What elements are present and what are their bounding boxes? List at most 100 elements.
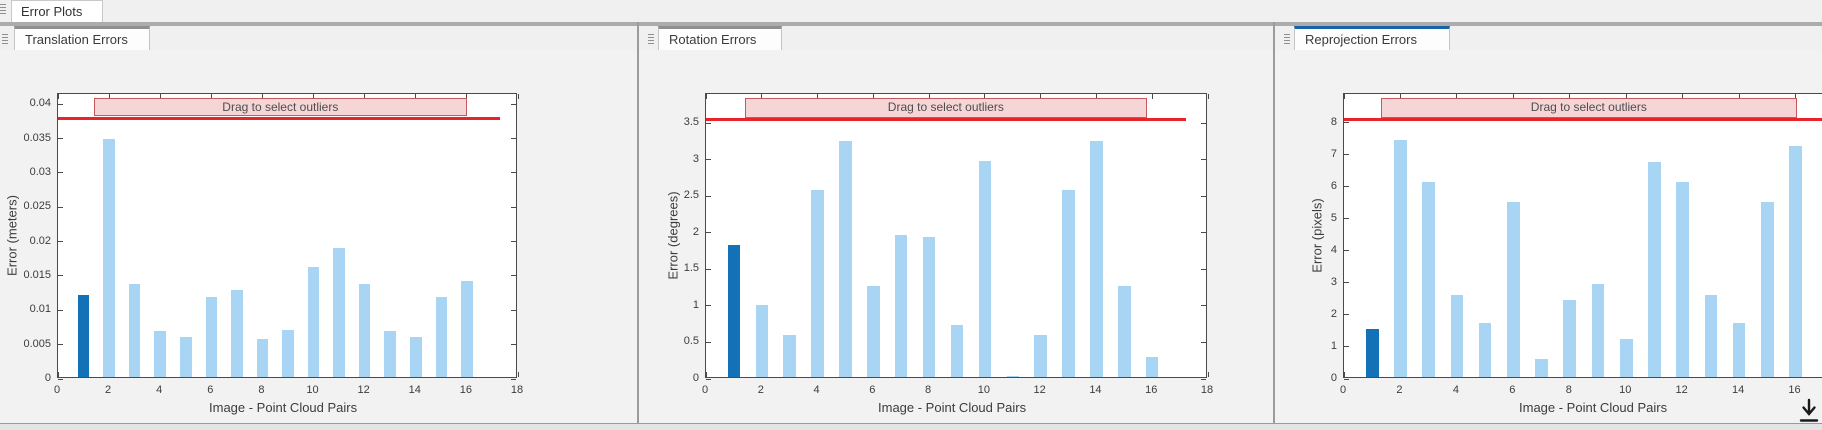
y-tick-mark [706, 122, 711, 124]
x-tick-label: 14 [408, 384, 421, 396]
bar [1090, 140, 1103, 377]
bar [1506, 202, 1520, 377]
bar [435, 296, 448, 377]
x-tick-mark [415, 94, 417, 99]
y-tick-mark [58, 103, 63, 105]
panel-divider[interactable] [1273, 22, 1275, 425]
x-tick-mark [984, 94, 986, 99]
dock-down-arrow-icon[interactable] [1797, 398, 1821, 424]
y-tick-mark [1344, 282, 1349, 284]
bar [1450, 295, 1464, 377]
bar [128, 284, 141, 377]
tab-translation-errors[interactable]: Translation Errors [14, 26, 150, 50]
grip-lines-icon[interactable] [0, 4, 6, 15]
tab-rotation-errors[interactable]: Rotation Errors [658, 26, 782, 50]
y-tick-mark [1344, 378, 1349, 380]
plot-area[interactable]: Drag to select outliers [1343, 93, 1822, 380]
bar [1145, 357, 1159, 377]
outlier-threshold-line[interactable] [58, 116, 501, 120]
bar [839, 140, 852, 377]
y-tick-mark [511, 103, 516, 105]
tab-error-plots[interactable]: Error Plots [11, 0, 103, 22]
bar [384, 331, 396, 377]
x-tick-mark [761, 94, 763, 99]
outlier-threshold-line[interactable] [1344, 118, 1822, 122]
bar [307, 267, 320, 377]
x-tick-mark [364, 94, 366, 99]
x-tick-mark [1682, 94, 1684, 99]
y-tick-mark [1344, 186, 1349, 188]
y-tick-mark [511, 378, 516, 380]
drag-select-outliers-banner[interactable]: Drag to select outliers [93, 98, 467, 117]
document-bar-separator [0, 22, 1822, 26]
x-tick-label: 16 [459, 384, 472, 396]
y-tick-mark [511, 241, 516, 243]
y-tick-mark [1344, 154, 1349, 156]
y-tick-mark [1344, 122, 1349, 124]
x-tick-label: 2 [105, 384, 112, 396]
y-tick-label: 6 [1330, 179, 1337, 192]
plot-area[interactable]: Drag to select outliers [57, 93, 519, 380]
x-tick-label: 2 [1396, 384, 1403, 396]
tab-reprojection-errors[interactable]: Reprojection Errors [1294, 26, 1450, 50]
bar [755, 305, 769, 377]
figure-tabstrip: Reprojection Errors [1275, 26, 1822, 50]
y-tick-mark [1201, 232, 1206, 234]
x-tick-label: 10 [306, 384, 319, 396]
highlighted-bar [77, 294, 90, 377]
x-tick-mark [1738, 94, 1740, 99]
x-tick-label: 8 [925, 384, 932, 396]
y-axis-label: Error (pixels) [1309, 197, 1325, 273]
x-tick-label: 0 [53, 384, 61, 396]
x-tick-mark [1399, 94, 1401, 99]
bar [333, 247, 345, 377]
x-tick-label: 16 [1145, 384, 1158, 396]
x-tick-mark [261, 94, 263, 99]
plot-area[interactable]: Drag to select outliers [705, 93, 1209, 380]
y-tick-label: 7 [1330, 147, 1337, 160]
bar [1648, 162, 1661, 377]
panel-divider[interactable] [637, 22, 639, 425]
bar [103, 138, 115, 377]
y-tick-mark [511, 172, 516, 174]
x-tick-mark [108, 94, 110, 99]
x-tick-label: 8 [258, 384, 265, 396]
drag-select-outliers-banner[interactable]: Drag to select outliers [745, 98, 1147, 118]
y-tick-label: 3 [1330, 275, 1337, 288]
y-tick-mark [706, 305, 711, 307]
y-tick-label: 0.01 [29, 303, 51, 316]
bar [1676, 181, 1689, 377]
y-tick-mark [58, 206, 63, 208]
x-tick-label: 12 [357, 384, 370, 396]
bar [978, 160, 992, 377]
y-tick-mark [1201, 305, 1206, 307]
bar [282, 330, 294, 377]
grip-lines-icon[interactable] [648, 34, 654, 45]
bar [783, 335, 796, 377]
bar [1034, 335, 1047, 377]
y-tick-label: 1 [1330, 339, 1337, 352]
x-tick-mark [159, 94, 161, 99]
y-tick-mark [1201, 268, 1206, 270]
x-tick-label: 12 [1033, 384, 1046, 396]
x-tick-label: 14 [1089, 384, 1102, 396]
outlier-threshold-line[interactable] [706, 118, 1186, 122]
x-tick-mark [817, 94, 819, 99]
grip-lines-icon[interactable] [1284, 34, 1290, 45]
x-tick-mark [517, 372, 519, 377]
grip-lines-icon[interactable] [2, 34, 8, 45]
drag-select-outliers-banner[interactable]: Drag to select outliers [1380, 98, 1797, 118]
x-tick-mark [1569, 94, 1571, 99]
x-tick-label: 10 [1619, 384, 1632, 396]
x-tick-mark [1512, 94, 1514, 99]
y-tick-mark [58, 378, 63, 380]
y-tick-label: 0 [692, 372, 699, 384]
bar [1062, 189, 1075, 377]
y-tick-mark [1201, 195, 1206, 197]
bar [1563, 300, 1577, 377]
bar [256, 338, 269, 377]
y-tick-mark [58, 241, 63, 243]
x-tick-mark [872, 94, 874, 99]
y-tick-mark [1344, 346, 1349, 348]
